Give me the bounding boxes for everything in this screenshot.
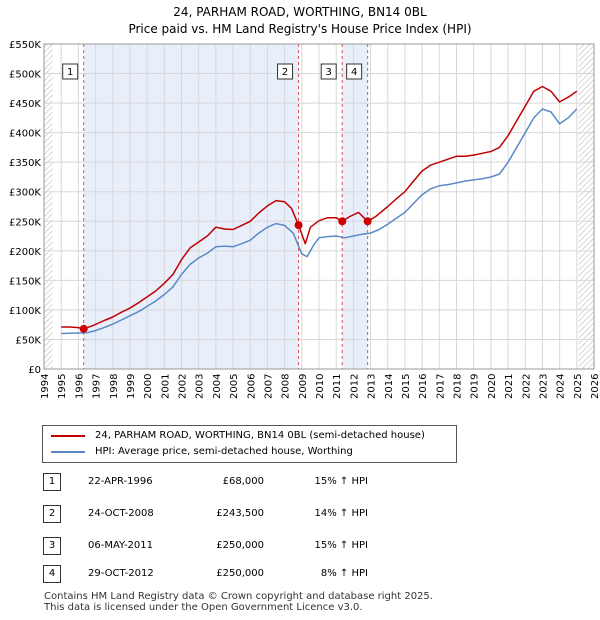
x-tick-label: 2017 [435, 374, 446, 399]
sale-price: £243,500 [216, 508, 264, 519]
property-price-series-line [61, 85, 578, 330]
table-row: 3 06-MAY-2011 £250,000 15% ↑ HPI [42, 536, 462, 556]
x-tick-label: 2023 [538, 374, 549, 399]
y-tick-label: £350K [9, 158, 41, 169]
sale-number-label: 1 [67, 67, 73, 78]
y-tick-label: £50K [15, 335, 41, 346]
legend: 24, PARHAM ROAD, WORTHING, BN14 0BL (sem… [42, 425, 457, 463]
table-row: 4 29-OCT-2012 £250,000 8% ↑ HPI [42, 564, 462, 584]
x-tick-label: 1997 [92, 374, 103, 399]
chart-title: 24, PARHAM ROAD, WORTHING, BN14 0BL [173, 5, 427, 19]
x-tick-label: 2004 [212, 374, 223, 399]
x-tick-label: 2006 [246, 374, 257, 399]
legend-label-property: 24, PARHAM ROAD, WORTHING, BN14 0BL (sem… [95, 430, 425, 441]
x-tick-label: 2019 [470, 374, 481, 399]
sale-point [294, 221, 303, 230]
x-tick-label: 2003 [195, 374, 206, 399]
footer-license: This data is licensed under the Open Gov… [44, 602, 363, 613]
legend-swatch-hpi [51, 451, 85, 453]
sale-number-box [346, 63, 363, 80]
sale-date: 06-MAY-2011 [88, 540, 154, 551]
no-data-hatch [578, 44, 594, 369]
x-tick-label: 2010 [315, 374, 326, 399]
sale-number-box [277, 63, 294, 80]
footer-attribution: Contains HM Land Registry data © Crown c… [44, 591, 433, 613]
x-tick-label: 2021 [504, 374, 515, 399]
table-row: 1 22-APR-1996 £68,000 15% ↑ HPI [42, 472, 462, 492]
x-tick-label: 2015 [401, 374, 412, 399]
sale-price: £250,000 [216, 568, 264, 579]
x-tick-label: 2002 [178, 374, 189, 399]
x-tick-label: 2024 [556, 374, 567, 399]
plot-border [43, 43, 595, 370]
sale-price: £250,000 [216, 540, 264, 551]
y-tick-label: £300K [9, 188, 41, 199]
x-tick-label: 2018 [453, 374, 464, 399]
sale-number-badge: 4 [43, 565, 61, 583]
table-row: 2 24-OCT-2008 £243,500 14% ↑ HPI [42, 504, 462, 524]
x-tick-label: 1995 [57, 374, 68, 399]
x-tick-label: 2009 [298, 374, 309, 399]
ownership-shade [83, 44, 299, 369]
chart-title-block: 24, PARHAM ROAD, WORTHING, BN14 0BL Pric… [0, 4, 600, 38]
sale-number-label: 4 [351, 67, 357, 78]
x-tick-label: 2005 [229, 374, 240, 399]
x-tick-label: 2022 [521, 374, 532, 399]
sale-number-badge: 1 [43, 473, 61, 491]
y-tick-label: £200K [9, 247, 41, 258]
x-tick-label: 1998 [109, 374, 120, 399]
sale-hpi-change: 15% ↑ HPI [314, 476, 368, 487]
sale-number-badge: 2 [43, 505, 61, 523]
x-tick-label: 2012 [349, 374, 360, 399]
sale-date: 24-OCT-2008 [88, 508, 154, 519]
sale-point [363, 217, 372, 226]
sale-point [338, 217, 347, 226]
sale-date: 22-APR-1996 [88, 476, 153, 487]
hpi-series-line [61, 108, 578, 335]
no-data-hatch [44, 44, 53, 369]
y-tick-label: £400K [9, 129, 41, 140]
sale-number-box [62, 63, 79, 80]
sale-number-label: 3 [326, 67, 332, 78]
x-tick-label: 2001 [160, 374, 171, 399]
x-tick-label: 2007 [263, 374, 274, 399]
x-tick-label: 2011 [332, 374, 343, 399]
sale-price: £68,000 [222, 476, 264, 487]
chart-subtitle: Price paid vs. HM Land Registry's House … [128, 22, 472, 36]
x-tick-label: 1999 [126, 374, 137, 399]
sale-number-label: 2 [282, 67, 288, 78]
legend-label-hpi: HPI: Average price, semi-detached house,… [95, 446, 353, 457]
x-tick-label: 2025 [573, 374, 584, 399]
sale-hpi-change: 8% ↑ HPI [320, 568, 368, 579]
x-tick-label: 2020 [487, 374, 498, 399]
y-tick-label: £450K [9, 99, 41, 110]
x-tick-label: 2000 [143, 374, 154, 399]
sale-number-badge: 3 [43, 537, 61, 555]
sale-point [79, 324, 88, 333]
price-chart: 1 2 3 4 £0 £50K £100K £150K £200K £250K £300K £350… [9, 40, 600, 399]
y-tick-label: £550K [9, 40, 41, 51]
x-tick-label: 1994 [40, 374, 51, 399]
y-tick-label: £150K [9, 276, 41, 287]
x-tick-label: 2026 [590, 374, 600, 399]
x-tick-label: 2016 [418, 374, 429, 399]
y-tick-label: £500K [9, 70, 41, 81]
y-tick-label: £250K [9, 217, 41, 228]
sale-hpi-change: 14% ↑ HPI [314, 508, 368, 519]
x-tick-label: 1996 [74, 374, 85, 399]
x-tick-label: 2008 [281, 374, 292, 399]
sale-number-box [320, 63, 337, 80]
y-tick-label: £0 [28, 365, 41, 376]
footer-copyright: Contains HM Land Registry data © Crown c… [44, 591, 433, 602]
sale-hpi-change: 15% ↑ HPI [314, 540, 368, 551]
sale-date: 29-OCT-2012 [88, 568, 154, 579]
x-tick-label: 2014 [384, 374, 395, 399]
y-tick-label: £100K [9, 306, 41, 317]
ownership-shade [342, 44, 368, 369]
legend-swatch-property [51, 435, 85, 437]
x-tick-label: 2013 [367, 374, 378, 399]
